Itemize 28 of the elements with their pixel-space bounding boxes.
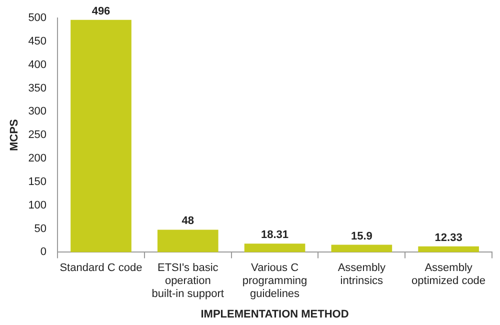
x-axis-title: IMPLEMENTATION METHOD [200,308,349,320]
data-label: 496 [92,5,110,18]
y-tick-label: 500 [28,12,47,24]
data-label: 18.31 [261,229,289,242]
x-tick-label: Various C programming guidelines [242,262,308,300]
data-label: 48 [182,215,194,228]
y-tick-label: 100 [28,199,47,212]
data-label: 15.9 [350,230,372,242]
bar [331,244,392,252]
y-tick-label: 50 [34,222,47,235]
bar [418,246,479,252]
y-tick-label: 450 [28,35,47,48]
x-tick-label: Assembly intrinsics [338,262,386,288]
data-label: 12.33 [434,232,462,244]
x-tick-label: Standard C code [60,262,142,274]
bar [244,244,306,252]
y-tick-label: 250 [28,129,47,142]
bar [70,20,132,252]
x-tick-label: ETSI's basic operation built-in support [152,262,224,300]
y-tick-label: 200 [28,152,47,165]
y-tick-label: 150 [28,176,47,188]
y-tick-label: 400 [28,58,47,71]
y-tick-label: 350 [28,82,47,94]
y-axis-title: MCPS [8,119,21,151]
y-tick-label: 0 [40,246,47,258]
y-tick-label: 300 [28,106,47,118]
bar [157,230,218,252]
x-tick-label: Assembly optimized code [412,262,486,288]
